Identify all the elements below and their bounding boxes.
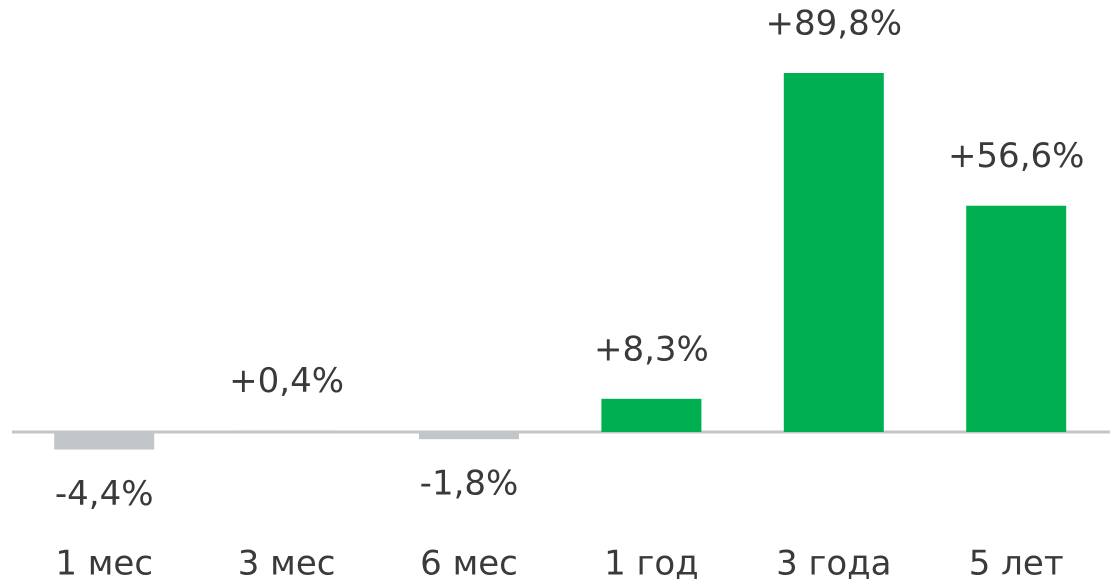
bar <box>419 432 519 440</box>
bar <box>236 430 337 432</box>
value-label: +8,3% <box>594 329 709 369</box>
value-label: +89,8% <box>766 4 903 44</box>
x-tick-label: 1 мес <box>55 544 153 584</box>
bar <box>966 205 1067 432</box>
value-label: +0,4% <box>229 361 344 401</box>
x-tick-label: 3 мес <box>238 544 336 584</box>
bar <box>783 73 884 432</box>
value-label: -4,4% <box>55 474 154 514</box>
bar <box>601 398 702 432</box>
bar <box>54 432 155 450</box>
value-label: -1,8% <box>420 464 519 504</box>
x-tick-label: 1 год <box>604 544 699 584</box>
x-tick-label: 3 года <box>776 544 891 584</box>
x-tick-label: 5 лет <box>969 544 1064 584</box>
value-label: +56,6% <box>948 136 1085 176</box>
x-tick-label: 6 мес <box>420 544 518 584</box>
